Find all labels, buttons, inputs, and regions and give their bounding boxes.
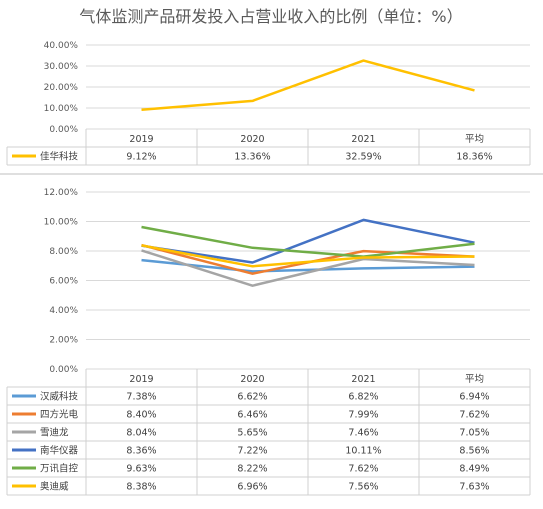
chart-title: 气体监测产品研发投入占营业收入的比例（单位：%） — [79, 7, 462, 26]
data-label: 13.36% — [234, 152, 270, 163]
data-label: 8.49% — [459, 464, 489, 475]
series-line — [141, 249, 475, 287]
x-tick-label: 2021 — [351, 374, 375, 385]
data-label: 7.63% — [459, 482, 489, 493]
data-label: 6.96% — [237, 482, 267, 493]
series-line — [141, 258, 475, 273]
data-label: 8.40% — [126, 410, 156, 421]
legend-label: 汉威科技 — [40, 391, 79, 403]
chart-top: 0.00% 10.00% 20.00% 30.00% 40.00% 2019 2020 202… — [6, 41, 531, 166]
x-tick-label: 2021 — [351, 134, 375, 145]
legend-label: 雪迪龙 — [40, 427, 69, 439]
legend-label: 万讯自控 — [40, 463, 79, 475]
x-tick-label: 2019 — [129, 134, 153, 145]
x-tick-label: 2020 — [240, 374, 264, 385]
data-label: 8.22% — [237, 464, 267, 475]
x-tick-label: 2019 — [129, 374, 153, 385]
y-tick-label: 0.00% — [49, 125, 78, 135]
y-tick-label: 30.00% — [44, 62, 79, 72]
legend-label: 奥迪威 — [40, 481, 69, 493]
data-label: 32.59% — [345, 152, 381, 163]
data-label: 8.38% — [126, 482, 156, 493]
y-tick-label: 12.00% — [44, 188, 79, 198]
data-label: 7.22% — [237, 446, 267, 457]
y-tick-label: 8.00% — [49, 247, 78, 257]
data-label: 7.62% — [459, 410, 489, 421]
data-label: 5.65% — [237, 428, 267, 439]
data-label: 7.99% — [348, 410, 378, 421]
data-label: 18.36% — [456, 152, 492, 163]
data-label: 9.63% — [126, 464, 156, 475]
data-label: 7.05% — [459, 428, 489, 439]
x-tick-label: 平均 — [465, 133, 484, 145]
legend-label: 南华仪器 — [40, 445, 79, 457]
y-tick-label: 2.00% — [49, 336, 78, 346]
y-tick-label: 4.00% — [49, 306, 78, 316]
data-label: 6.62% — [237, 392, 267, 403]
y-tick-label: 20.00% — [44, 83, 79, 93]
data-label: 7.38% — [126, 392, 156, 403]
data-label: 8.36% — [126, 446, 156, 457]
data-label: 8.56% — [459, 446, 489, 457]
x-tick-label: 平均 — [465, 373, 484, 385]
series-line — [141, 59, 475, 112]
series-line — [141, 244, 475, 268]
legend-label: 佳华科技 — [40, 151, 79, 163]
data-label: 8.04% — [126, 428, 156, 439]
series-line — [141, 218, 475, 264]
y-tick-label: 10.00% — [44, 104, 79, 114]
y-tick-label: 40.00% — [44, 41, 79, 51]
data-label: 7.56% — [348, 482, 378, 493]
data-label: 7.46% — [348, 428, 378, 439]
data-label: 6.46% — [237, 410, 267, 421]
y-tick-label: 6.00% — [49, 277, 78, 287]
legend-label: 四方光电 — [40, 409, 79, 421]
x-tick-label: 2020 — [240, 134, 264, 145]
data-label: 9.12% — [126, 152, 156, 163]
y-tick-label: 0.00% — [49, 365, 78, 375]
data-label: 10.11% — [345, 446, 381, 457]
y-tick-label: 10.00% — [44, 218, 79, 228]
data-label: 6.94% — [459, 392, 489, 403]
chart-bottom: 0.00% 2.00% 4.00% 6.00% 8.00% 10.00% 12.00% 201… — [6, 188, 531, 496]
series-line — [141, 225, 475, 258]
data-label: 7.62% — [348, 464, 378, 475]
data-label: 6.82% — [348, 392, 378, 403]
